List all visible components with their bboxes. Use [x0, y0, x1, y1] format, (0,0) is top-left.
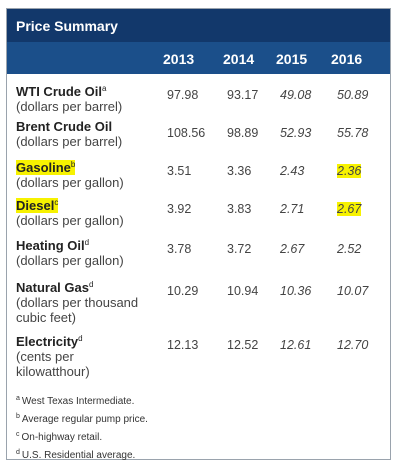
row-unit: (dollars per gallon) [16, 213, 124, 228]
row-label: Natural Gasd (dollars per thousand cubic f… [16, 277, 138, 325]
footnote: c On-highway retail. [16, 431, 102, 443]
row-name-text: Brent Crude Oil [16, 119, 113, 134]
row-name-text: Natural Gas [16, 280, 89, 295]
table-title-text: Price Summary [16, 17, 118, 34]
row-unit: (dollars per barrel) [16, 134, 123, 149]
table-cell: 2.43 [280, 164, 305, 178]
row-name-text: Diesel [16, 198, 55, 213]
table-cell: 108.56 [167, 126, 206, 140]
table-cell: 12.13 [167, 338, 199, 352]
row-name: Natural Gasd [16, 280, 93, 295]
table-cell: 52.93 [280, 126, 312, 140]
row-name: WTI Crude Oila [16, 84, 106, 99]
footnote-marker: d [78, 334, 83, 343]
table-cell: 2.67 [280, 242, 305, 256]
table-cell: 10.07 [337, 284, 369, 298]
table-cell: 93.17 [227, 88, 259, 102]
table-title: Price Summary [7, 9, 390, 42]
footnote-text: West Texas Intermediate. [21, 396, 135, 407]
row-unit: (dollars per barrel) [16, 99, 123, 114]
footnote: b Average regular pump price. [16, 413, 148, 425]
footnote-marker: c [54, 198, 59, 207]
row-name-text: Electricity [16, 334, 79, 349]
footnote-mark: d [16, 449, 20, 456]
table-cell: 2.71 [280, 202, 305, 216]
table-cell: 3.51 [167, 164, 192, 178]
row-name-text: Gasoline [16, 160, 71, 175]
row-unit: (dollars per gallon) [16, 175, 124, 190]
table-cell: 49.08 [280, 88, 312, 102]
year-header: 2013 [163, 51, 195, 67]
table-cell: 97.98 [167, 88, 199, 102]
row-label: Gasolineb (dollars per gallon) [16, 157, 124, 190]
row-label: Brent Crude Oil (dollars per barrel) [16, 119, 122, 149]
table-cell: 98.89 [227, 126, 259, 140]
row-unit: (cents per [16, 349, 74, 364]
row-name: Electricityd [16, 334, 83, 349]
table-cell: 3.92 [167, 202, 192, 216]
row-label: Heating Oild (dollars per gallon) [16, 235, 124, 268]
table-cell: 3.72 [227, 242, 252, 256]
table-cell: 3.83 [227, 202, 252, 216]
footnote: d U.S. Residential average. [16, 449, 135, 461]
footnote-marker: d [88, 280, 94, 289]
row-unit: (dollars per gallon) [16, 253, 124, 268]
price-summary-table: Price Summary 2013 2014 2015 2016 WTI Cr… [6, 8, 391, 461]
footnote-marker: d [84, 238, 90, 247]
row-name: Heating Oild [16, 238, 89, 253]
year-header: 2016 [331, 51, 363, 67]
row-label: Electricityd (cents per kilowatthour) [16, 331, 90, 379]
table-cell: 2.52 [337, 242, 362, 256]
row-name-text: WTI Crude Oil [16, 84, 102, 99]
table-cell: 55.78 [337, 126, 369, 140]
footnote-marker: b [70, 160, 76, 169]
footnote-marker: a [101, 84, 107, 93]
year-header: 2015 [276, 51, 308, 67]
row-unit: cubic feet) [16, 310, 76, 325]
row-label: Dieselc (dollars per gallon) [16, 195, 124, 228]
row-unit: (dollars per thousand [16, 295, 139, 310]
year-header: 2014 [223, 51, 255, 67]
table-cell: 12.61 [280, 338, 312, 352]
footnote: a West Texas Intermediate. [16, 395, 134, 407]
table-cell: 12.70 [337, 338, 369, 352]
footnote-text: Average regular pump price. [21, 414, 148, 425]
table-cell: 12.52 [227, 338, 259, 352]
footnote-mark: c [16, 431, 20, 438]
row-name: Brent Crude Oil [16, 119, 112, 134]
table-cell: 50.89 [337, 88, 369, 102]
table-cell: 2.67 [337, 202, 362, 216]
footnote-mark: a [16, 395, 20, 402]
row-unit: kilowatthour) [16, 364, 90, 379]
footnote-text: On-highway retail. [21, 432, 103, 443]
table-cell: 3.78 [167, 242, 192, 256]
footnote-mark: b [16, 413, 20, 420]
footnote-text: U.S. Residential average. [21, 450, 136, 461]
table-cell: 3.36 [227, 164, 252, 178]
row-name: Gasolineb [16, 160, 76, 175]
table-cell: 10.36 [280, 284, 312, 298]
row-name-text: Heating Oil [16, 238, 85, 253]
table-cell: 2.36 [337, 164, 362, 178]
row-name: Dieselc [16, 198, 59, 213]
table-cell: 10.94 [227, 284, 259, 298]
year-header-row: 2013 2014 2015 2016 [7, 42, 390, 74]
table-cell: 10.29 [167, 284, 199, 298]
row-label: WTI Crude Oila (dollars per barrel) [16, 81, 122, 114]
